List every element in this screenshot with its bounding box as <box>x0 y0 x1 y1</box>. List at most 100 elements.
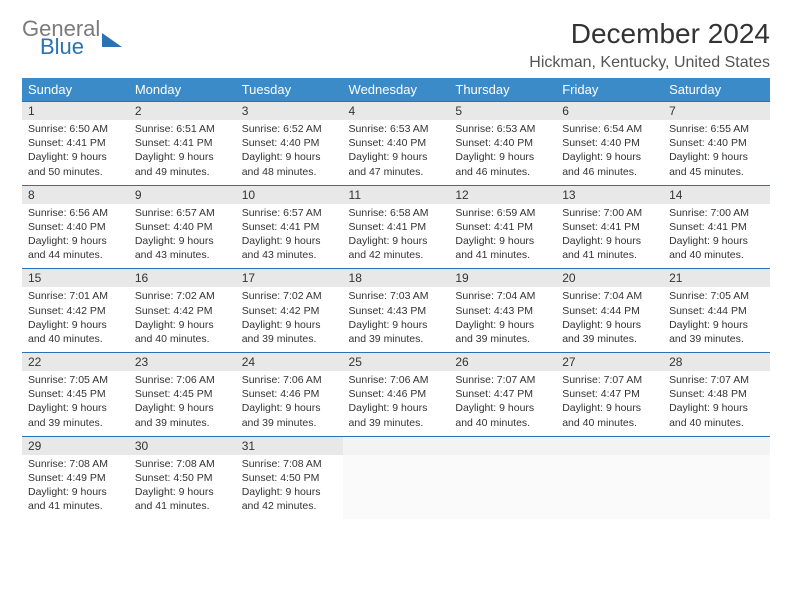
day-number-cell <box>556 436 663 455</box>
daylight-line: Daylight: 9 hours and 39 minutes. <box>669 318 764 346</box>
day-content-cell: Sunrise: 6:53 AMSunset: 4:40 PMDaylight:… <box>343 120 450 185</box>
daylight-line: Daylight: 9 hours and 40 minutes. <box>135 318 230 346</box>
day-number-cell: 22 <box>22 353 129 372</box>
daylight-line: Daylight: 9 hours and 40 minutes. <box>455 401 550 429</box>
day-number-cell <box>343 436 450 455</box>
sunset-line: Sunset: 4:45 PM <box>28 387 123 401</box>
sunrise-line: Sunrise: 7:00 AM <box>669 206 764 220</box>
sunset-line: Sunset: 4:48 PM <box>669 387 764 401</box>
logo-text-block: General Blue <box>22 18 100 58</box>
day-content-cell: Sunrise: 6:52 AMSunset: 4:40 PMDaylight:… <box>236 120 343 185</box>
day-content-cell: Sunrise: 7:08 AMSunset: 4:50 PMDaylight:… <box>236 455 343 520</box>
day-content-cell <box>449 455 556 520</box>
sunset-line: Sunset: 4:42 PM <box>135 304 230 318</box>
day-content-row: Sunrise: 7:01 AMSunset: 4:42 PMDaylight:… <box>22 287 770 352</box>
sunrise-line: Sunrise: 7:07 AM <box>455 373 550 387</box>
day-number-cell <box>663 436 770 455</box>
daylight-line: Daylight: 9 hours and 40 minutes. <box>669 234 764 262</box>
sunset-line: Sunset: 4:46 PM <box>349 387 444 401</box>
sunset-line: Sunset: 4:46 PM <box>242 387 337 401</box>
day-number-cell: 19 <box>449 269 556 288</box>
day-number-cell: 17 <box>236 269 343 288</box>
day-content-cell: Sunrise: 7:07 AMSunset: 4:47 PMDaylight:… <box>449 371 556 436</box>
sunset-line: Sunset: 4:49 PM <box>28 471 123 485</box>
daylight-line: Daylight: 9 hours and 39 minutes. <box>455 318 550 346</box>
day-number-cell: 23 <box>129 353 236 372</box>
sunrise-line: Sunrise: 7:06 AM <box>135 373 230 387</box>
day-header-cell: Wednesday <box>343 78 450 102</box>
daylight-line: Daylight: 9 hours and 50 minutes. <box>28 150 123 178</box>
day-number-cell <box>449 436 556 455</box>
day-content-row: Sunrise: 7:05 AMSunset: 4:45 PMDaylight:… <box>22 371 770 436</box>
day-header-cell: Friday <box>556 78 663 102</box>
sunrise-line: Sunrise: 7:04 AM <box>562 289 657 303</box>
day-content-cell <box>663 455 770 520</box>
day-number-cell: 8 <box>22 185 129 204</box>
sunrise-line: Sunrise: 7:06 AM <box>242 373 337 387</box>
day-content-cell: Sunrise: 6:50 AMSunset: 4:41 PMDaylight:… <box>22 120 129 185</box>
day-number-cell: 21 <box>663 269 770 288</box>
sunrise-line: Sunrise: 6:57 AM <box>242 206 337 220</box>
sunset-line: Sunset: 4:40 PM <box>562 136 657 150</box>
sunrise-line: Sunrise: 7:07 AM <box>562 373 657 387</box>
day-content-cell: Sunrise: 6:51 AMSunset: 4:41 PMDaylight:… <box>129 120 236 185</box>
day-content-cell: Sunrise: 7:02 AMSunset: 4:42 PMDaylight:… <box>129 287 236 352</box>
sunrise-line: Sunrise: 6:53 AM <box>455 122 550 136</box>
day-number-cell: 5 <box>449 102 556 121</box>
day-content-row: Sunrise: 6:56 AMSunset: 4:40 PMDaylight:… <box>22 204 770 269</box>
day-header-cell: Thursday <box>449 78 556 102</box>
daylight-line: Daylight: 9 hours and 40 minutes. <box>669 401 764 429</box>
day-content-cell: Sunrise: 6:56 AMSunset: 4:40 PMDaylight:… <box>22 204 129 269</box>
day-header-cell: Tuesday <box>236 78 343 102</box>
day-number-cell: 4 <box>343 102 450 121</box>
sunset-line: Sunset: 4:43 PM <box>349 304 444 318</box>
day-content-cell: Sunrise: 6:57 AMSunset: 4:40 PMDaylight:… <box>129 204 236 269</box>
sunrise-line: Sunrise: 7:05 AM <box>669 289 764 303</box>
daylight-line: Daylight: 9 hours and 42 minutes. <box>349 234 444 262</box>
sunset-line: Sunset: 4:45 PM <box>135 387 230 401</box>
day-number-cell: 10 <box>236 185 343 204</box>
sunset-line: Sunset: 4:40 PM <box>669 136 764 150</box>
daylight-line: Daylight: 9 hours and 39 minutes. <box>349 401 444 429</box>
sunrise-line: Sunrise: 7:08 AM <box>135 457 230 471</box>
daylight-line: Daylight: 9 hours and 41 minutes. <box>135 485 230 513</box>
day-content-cell: Sunrise: 7:00 AMSunset: 4:41 PMDaylight:… <box>556 204 663 269</box>
sunset-line: Sunset: 4:44 PM <box>669 304 764 318</box>
day-content-cell: Sunrise: 7:03 AMSunset: 4:43 PMDaylight:… <box>343 287 450 352</box>
logo-triangle-icon <box>102 33 122 47</box>
sunrise-line: Sunrise: 7:08 AM <box>28 457 123 471</box>
day-content-cell: Sunrise: 6:54 AMSunset: 4:40 PMDaylight:… <box>556 120 663 185</box>
sunrise-line: Sunrise: 6:54 AM <box>562 122 657 136</box>
daylight-line: Daylight: 9 hours and 46 minutes. <box>562 150 657 178</box>
day-number-cell: 31 <box>236 436 343 455</box>
sunrise-line: Sunrise: 7:02 AM <box>135 289 230 303</box>
sunset-line: Sunset: 4:40 PM <box>455 136 550 150</box>
day-number-cell: 14 <box>663 185 770 204</box>
day-number-cell: 18 <box>343 269 450 288</box>
day-content-cell: Sunrise: 6:55 AMSunset: 4:40 PMDaylight:… <box>663 120 770 185</box>
sunset-line: Sunset: 4:43 PM <box>455 304 550 318</box>
day-content-cell: Sunrise: 6:57 AMSunset: 4:41 PMDaylight:… <box>236 204 343 269</box>
sunset-line: Sunset: 4:41 PM <box>455 220 550 234</box>
daylight-line: Daylight: 9 hours and 40 minutes. <box>28 318 123 346</box>
sunset-line: Sunset: 4:47 PM <box>562 387 657 401</box>
day-content-cell: Sunrise: 7:07 AMSunset: 4:48 PMDaylight:… <box>663 371 770 436</box>
sunset-line: Sunset: 4:50 PM <box>242 471 337 485</box>
sunrise-line: Sunrise: 7:05 AM <box>28 373 123 387</box>
day-header-cell: Saturday <box>663 78 770 102</box>
day-content-cell: Sunrise: 7:06 AMSunset: 4:46 PMDaylight:… <box>343 371 450 436</box>
day-content-cell <box>343 455 450 520</box>
sunrise-line: Sunrise: 6:56 AM <box>28 206 123 220</box>
sunrise-line: Sunrise: 7:06 AM <box>349 373 444 387</box>
day-number-row: 22232425262728 <box>22 353 770 372</box>
day-number-cell: 6 <box>556 102 663 121</box>
sunset-line: Sunset: 4:41 PM <box>242 220 337 234</box>
day-content-cell: Sunrise: 7:05 AMSunset: 4:44 PMDaylight:… <box>663 287 770 352</box>
day-content-cell: Sunrise: 7:04 AMSunset: 4:44 PMDaylight:… <box>556 287 663 352</box>
day-number-row: 293031 <box>22 436 770 455</box>
day-number-cell: 25 <box>343 353 450 372</box>
day-content-cell <box>556 455 663 520</box>
daylight-line: Daylight: 9 hours and 42 minutes. <box>242 485 337 513</box>
day-content-cell: Sunrise: 7:00 AMSunset: 4:41 PMDaylight:… <box>663 204 770 269</box>
day-number-row: 1234567 <box>22 102 770 121</box>
